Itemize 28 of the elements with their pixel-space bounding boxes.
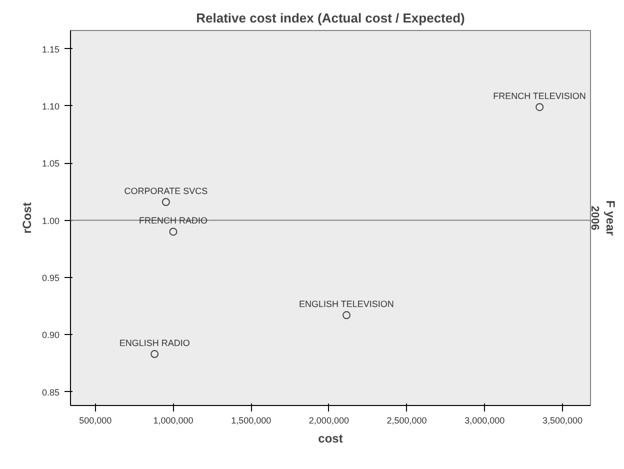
annotation: 2006 — [588, 206, 600, 230]
x-tick-label: 2,500,000 — [386, 416, 427, 426]
x-tick-label: 1,000,000 — [153, 416, 194, 426]
point — [536, 103, 544, 112]
x-tick-label: 500,000 — [79, 416, 112, 426]
y-tick-label: 0.95 — [42, 272, 60, 283]
y-tick-label: 1.05 — [42, 158, 60, 169]
y2-axis-title: F year — [604, 200, 618, 236]
x-tick-label: 3,000,000 — [464, 416, 505, 426]
annotation: CORPORATE SVCS — [124, 186, 208, 196]
x-axis-title: cost — [318, 432, 343, 446]
x-tick-label: 2,000,000 — [308, 416, 349, 426]
x-tick-label: 3,500,000 — [542, 416, 583, 426]
y-axis-title: rCost — [20, 202, 34, 234]
point — [150, 350, 159, 358]
point — [169, 228, 178, 236]
y-tick-label: 0.90 — [42, 330, 60, 340]
point — [342, 311, 351, 320]
annotation: FRENCH TELEVISION — [493, 91, 586, 102]
point — [162, 198, 170, 206]
annotation: ENGLISH TELEVISION — [299, 299, 394, 310]
y-tick-label: 1.00 — [42, 216, 60, 226]
x-tick-label: 1,500,000 — [231, 416, 272, 426]
y-tick-label: 0.85 — [42, 387, 60, 398]
y-tick-label: 1.10 — [42, 101, 60, 112]
annotation: ENGLISH RADIO — [119, 338, 190, 348]
y-tick-label: 1.15 — [42, 44, 60, 54]
chart-title: Relative cost index (Actual cost / Expected) — [196, 10, 465, 26]
